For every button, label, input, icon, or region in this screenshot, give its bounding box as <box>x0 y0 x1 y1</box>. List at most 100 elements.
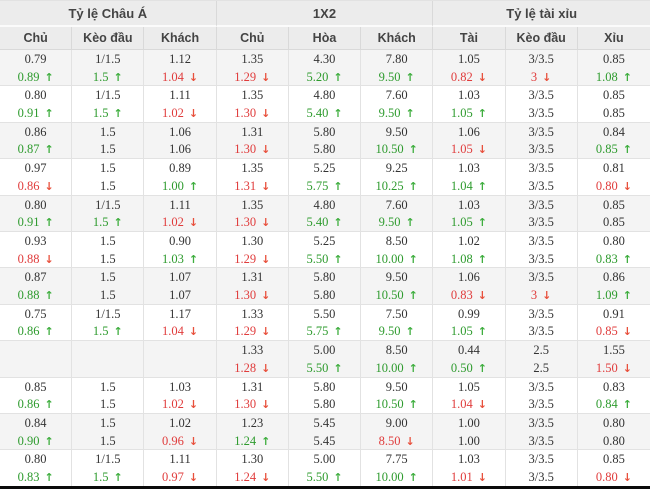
odds-cell: 1/1.5 1.5 ↑ <box>72 195 145 231</box>
live-odds-value: 1.02 ↓ <box>162 215 199 230</box>
odds-cell: 0.85 0.80 ↓ <box>578 450 650 485</box>
odds-row[interactable]: 1.33 1.28 ↓ 5.00 5.50 ↑ 8.50 10.00 ↑ 0.44 0.50 ↑ 2.5… <box>0 341 650 378</box>
up-arrow-icon: ↑ <box>477 179 487 193</box>
down-arrow-icon: ↓ <box>261 470 271 484</box>
up-arrow-icon: ↑ <box>408 470 418 484</box>
opening-odds-value: 1.31 <box>241 379 264 394</box>
opening-odds-value: 3/3.5 <box>528 233 554 248</box>
odds-cell: 1.30 1.24 ↓ <box>217 450 289 486</box>
up-arrow-icon: ↑ <box>477 325 487 339</box>
odds-row[interactable]: 0.85 0.86 ↑ 1.5 1.5 1.03 1.02 ↓ 1.31 1.30 ↓ 5.80 5.8… <box>0 377 650 414</box>
down-arrow-icon: ↓ <box>477 470 487 484</box>
opening-odds-value: 1.35 <box>241 52 264 66</box>
odds-row[interactable]: 0.80 0.91 ↑ 1/1.5 1.5 ↑ 1.11 1.02 ↓ 1.35 1.30 ↓ 4.80… <box>0 195 650 232</box>
odds-row[interactable]: 0.84 0.90 ↑ 1.5 1.5 1.02 0.96 ↓ 1.23 1.24 ↑ 5.45 5.4… <box>0 413 650 451</box>
live-odds-value: 1.5 <box>100 397 116 412</box>
down-arrow-icon: ↓ <box>261 398 271 412</box>
odds-cell: 0.91 0.85 ↓ <box>578 305 650 340</box>
odds-cell <box>72 341 145 377</box>
live-odds-value: 9.50 ↑ <box>378 215 415 230</box>
live-odds-value: 3/3.5 <box>528 178 554 193</box>
up-arrow-icon: ↑ <box>408 179 418 193</box>
live-odds-value: 1.06 <box>169 142 191 157</box>
down-arrow-icon: ↓ <box>261 70 271 84</box>
down-arrow-icon: ↓ <box>188 107 199 121</box>
odds-cell: 0.85 0.86 ↑ <box>0 377 73 413</box>
odds-row[interactable]: 0.93 0.88 ↓ 1.5 1.5 0.90 1.03 ↑ 1.30 1.29 ↓ 5.25 5.5… <box>0 231 650 269</box>
live-odds-value: 5.50 ↑ <box>306 469 343 484</box>
live-odds-value: 5.40 ↑ <box>306 215 343 230</box>
odds-cell: 5.50 5.75 ↑ <box>289 304 362 341</box>
odds-row[interactable]: 0.80 0.91 ↑ 1/1.5 1.5 ↑ 1.11 1.02 ↓ 1.35 1.30 ↓ 4.80… <box>0 86 650 123</box>
odds-cell: 0.90 1.03 ↑ <box>144 231 217 268</box>
down-arrow-icon: ↓ <box>188 398 199 412</box>
down-arrow-icon: ↓ <box>261 361 271 375</box>
live-odds-value: 3 ↓ <box>530 288 552 303</box>
col-1x2-away: Khách <box>361 27 434 49</box>
live-odds-value: 1.29 ↓ <box>234 324 271 339</box>
opening-odds-value: 0.86 <box>602 270 625 285</box>
live-odds-value: 1.04 ↓ <box>450 397 487 412</box>
odds-cell: 1.5 1.5 <box>72 122 145 159</box>
opening-odds-value: 8.50 <box>385 343 408 358</box>
opening-odds-value: 1.05 <box>458 52 480 66</box>
odds-cell: 0.80 0.83 ↑ <box>0 450 73 486</box>
odds-cell: 1.05 0.82 ↓ <box>433 50 506 86</box>
opening-odds-value: 1.35 <box>241 88 264 103</box>
odds-row[interactable]: 0.75 0.86 ↑ 1/1.5 1.5 ↑ 1.17 1.04 ↓ 1.33 1.29 ↓ 5.50… <box>0 304 650 342</box>
live-odds-value: 3/3.5 <box>528 215 554 230</box>
odds-row[interactable]: 0.97 0.86 ↓ 1.5 1.5 0.89 1.00 ↑ 1.35 1.31 ↓ 5.25 5.7… <box>0 159 650 196</box>
live-odds-value: 1.5 ↑ <box>92 215 123 230</box>
up-arrow-icon: ↑ <box>44 470 54 484</box>
odds-row[interactable]: 0.87 0.88 ↑ 1.5 1.5 1.07 1.07 1.31 1.30 ↓ 5.80 5.80… <box>0 268 650 305</box>
live-odds-value: 5.80 <box>313 397 336 412</box>
live-odds-value: 1.30 ↓ <box>234 215 271 230</box>
up-arrow-icon: ↑ <box>477 252 487 266</box>
opening-odds-value: 1.33 <box>241 306 264 321</box>
group-title-asian-handicap: Tỷ lệ Châu Á <box>0 1 217 27</box>
live-odds-value: 0.85 ↓ <box>595 324 632 339</box>
odds-cell: 0.86 1.09 ↑ <box>578 268 650 303</box>
live-odds-value: 0.84 ↑ <box>595 397 632 412</box>
live-odds-value: 10.25 ↑ <box>375 178 418 193</box>
opening-odds-value: 1.35 <box>241 197 264 212</box>
down-arrow-icon: ↓ <box>622 179 632 193</box>
odds-row[interactable]: 0.79 0.89 ↑ 1/1.5 1.5 ↑ 1.12 1.04 ↓ 1.35 1.29 ↓ 4.30… <box>0 50 650 87</box>
opening-odds-value: 5.80 <box>313 379 336 394</box>
opening-odds-value: 0.85 <box>602 452 625 467</box>
down-arrow-icon: ↓ <box>542 289 552 303</box>
live-odds-value: 1.31 ↓ <box>234 178 271 193</box>
live-odds-value: 0.50 ↑ <box>450 360 487 375</box>
live-odds-value: 10.50 ↑ <box>375 397 418 412</box>
live-odds-value: 1.5 ↑ <box>92 69 123 84</box>
up-arrow-icon: ↑ <box>333 252 343 266</box>
up-arrow-icon: ↑ <box>261 434 271 448</box>
odds-cell: 0.80 0.83 ↑ <box>578 232 650 267</box>
odds-cell: 1.03 1.01 ↓ <box>433 450 506 486</box>
opening-odds-value: 8.50 <box>385 233 408 248</box>
odds-cell: 0.83 0.84 ↑ <box>578 378 650 413</box>
odds-row[interactable]: 0.80 0.83 ↑ 1/1.5 1.5 ↑ 1.11 0.97 ↓ 1.30 1.24 ↓ 5.00… <box>0 450 650 486</box>
live-odds-value: 9.50 ↑ <box>378 106 415 121</box>
down-arrow-icon: ↓ <box>261 289 271 303</box>
odds-cell: 0.85 0.85 <box>578 86 650 121</box>
group-title-1x2: 1X2 <box>216 1 434 27</box>
odds-cell: 0.75 0.86 ↑ <box>0 304 73 341</box>
live-odds-value: 1.5 <box>100 288 116 303</box>
live-odds-value: 1.5 ↑ <box>92 106 123 121</box>
live-odds-value: 10.50 ↑ <box>375 142 418 157</box>
odds-cell: 1.31 1.30 ↓ <box>217 122 289 159</box>
odds-cell: 0.81 0.80 ↓ <box>578 159 650 194</box>
odds-cell: 1.03 1.04 ↑ <box>433 159 506 195</box>
opening-odds-value: 1.30 <box>241 452 264 467</box>
odds-row[interactable]: 0.86 0.87 ↑ 1.5 1.5 1.06 1.06 1.31 1.30 ↓ 5.80 5.80… <box>0 122 650 160</box>
odds-cell: 1.31 1.30 ↓ <box>217 377 289 413</box>
odds-cell: 0.84 0.90 ↑ <box>0 413 73 450</box>
opening-odds-value: 3/3.5 <box>528 452 554 467</box>
down-arrow-icon: ↓ <box>477 143 487 157</box>
odds-cell: 1.35 1.30 ↓ <box>217 195 289 231</box>
up-arrow-icon: ↑ <box>622 70 632 84</box>
odds-cell: 1.00 1.00 <box>433 413 506 450</box>
odds-cell: 3/3.5 3/3.5 <box>506 122 578 159</box>
odds-cell: 1.5 1.5 <box>72 159 145 195</box>
